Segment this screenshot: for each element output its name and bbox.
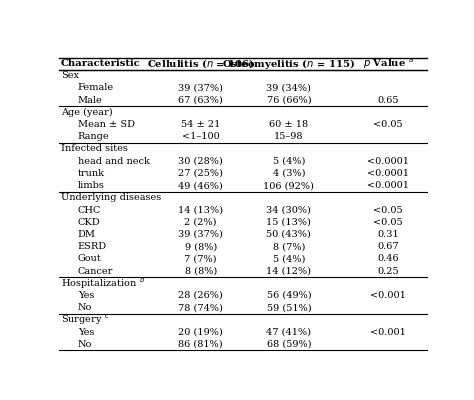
Text: 86 (81%): 86 (81%) [178, 340, 223, 349]
Text: 0.67: 0.67 [377, 242, 399, 251]
Text: Range: Range [78, 132, 109, 141]
Text: <0.05: <0.05 [373, 218, 403, 227]
Text: 39 (37%): 39 (37%) [178, 83, 223, 92]
Text: Mean ± SD: Mean ± SD [78, 120, 135, 129]
Text: Surgery $^c$: Surgery $^c$ [61, 313, 109, 327]
Text: 39 (37%): 39 (37%) [178, 230, 223, 239]
Text: 5 (4%): 5 (4%) [273, 254, 305, 263]
Text: Male: Male [78, 96, 102, 104]
Text: 60 ± 18: 60 ± 18 [269, 120, 309, 129]
Text: 0.25: 0.25 [377, 266, 399, 276]
Text: <0.0001: <0.0001 [367, 181, 409, 190]
Text: <0.001: <0.001 [370, 328, 406, 337]
Text: Age (year): Age (year) [61, 108, 113, 117]
Text: 76 (66%): 76 (66%) [266, 96, 311, 104]
Text: limbs: limbs [78, 181, 104, 190]
Text: 0.31: 0.31 [377, 230, 399, 239]
Text: 27 (25%): 27 (25%) [178, 169, 223, 178]
Text: 15 (13%): 15 (13%) [266, 218, 311, 227]
Text: 5 (4%): 5 (4%) [273, 157, 305, 166]
Text: 49 (46%): 49 (46%) [178, 181, 223, 190]
Text: Yes: Yes [78, 291, 94, 300]
Text: 4 (3%): 4 (3%) [273, 169, 305, 178]
Text: 34 (30%): 34 (30%) [266, 206, 311, 214]
Text: Hospitalization $^b$: Hospitalization $^b$ [61, 275, 145, 291]
Text: No: No [78, 303, 92, 312]
Text: 9 (8%): 9 (8%) [184, 242, 217, 251]
Text: CKD: CKD [78, 218, 100, 227]
Text: No: No [78, 340, 92, 349]
Text: Female: Female [78, 83, 114, 92]
Text: <0.0001: <0.0001 [367, 169, 409, 178]
Text: 28 (26%): 28 (26%) [178, 291, 223, 300]
Text: 8 (8%): 8 (8%) [184, 266, 217, 276]
Text: <0.05: <0.05 [373, 206, 403, 214]
Text: 14 (13%): 14 (13%) [178, 206, 223, 214]
Text: ESRD: ESRD [78, 242, 107, 251]
Text: 67 (63%): 67 (63%) [178, 96, 223, 104]
Text: 15–98: 15–98 [274, 132, 303, 141]
Text: 54 ± 21: 54 ± 21 [181, 120, 220, 129]
Text: 30 (28%): 30 (28%) [178, 157, 223, 166]
Text: <0.001: <0.001 [370, 291, 406, 300]
Text: 20 (19%): 20 (19%) [178, 328, 223, 337]
Text: Underlying diseases: Underlying diseases [61, 193, 161, 202]
Text: 47 (41%): 47 (41%) [266, 328, 311, 337]
Text: Gout: Gout [78, 254, 101, 263]
Text: Sex: Sex [61, 71, 79, 80]
Text: 8 (7%): 8 (7%) [273, 242, 305, 251]
Text: <1–100: <1–100 [182, 132, 219, 141]
Text: DM: DM [78, 230, 96, 239]
Text: 78 (74%): 78 (74%) [178, 303, 223, 312]
Text: 50 (43%): 50 (43%) [266, 230, 311, 239]
Text: 39 (34%): 39 (34%) [266, 83, 311, 92]
Text: <0.0001: <0.0001 [367, 157, 409, 166]
Text: 0.46: 0.46 [377, 254, 399, 263]
Text: CHC: CHC [78, 206, 101, 214]
Text: head and neck: head and neck [78, 157, 149, 166]
Text: 14 (12%): 14 (12%) [266, 266, 311, 276]
Text: $p$ Value $^a$: $p$ Value $^a$ [363, 57, 413, 71]
Text: Yes: Yes [78, 328, 94, 337]
Text: 0.65: 0.65 [377, 96, 399, 104]
Text: 7 (7%): 7 (7%) [184, 254, 217, 263]
Text: 68 (59%): 68 (59%) [266, 340, 311, 349]
Text: Cellulitis ($n$ = 106): Cellulitis ($n$ = 106) [147, 57, 255, 70]
Text: Cancer: Cancer [78, 266, 113, 276]
Text: trunk: trunk [78, 169, 105, 178]
Text: 56 (49%): 56 (49%) [266, 291, 311, 300]
Text: Osteomyelitis ($n$ = 115): Osteomyelitis ($n$ = 115) [222, 57, 356, 71]
Text: 2 (2%): 2 (2%) [184, 218, 217, 227]
Text: Characteristic: Characteristic [61, 59, 141, 68]
Text: 106 (92%): 106 (92%) [264, 181, 314, 190]
Text: Infected sites: Infected sites [61, 144, 128, 154]
Text: 59 (51%): 59 (51%) [266, 303, 311, 312]
Text: <0.05: <0.05 [373, 120, 403, 129]
